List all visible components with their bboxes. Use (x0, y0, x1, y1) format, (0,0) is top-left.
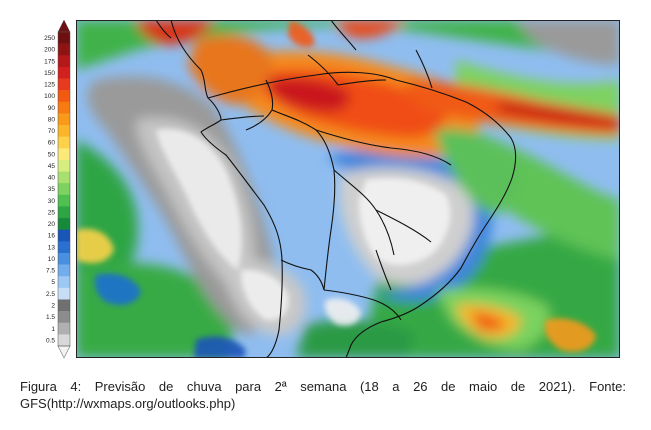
colorbar-tick-label: 10 (48, 256, 56, 263)
colorbar-top-arrow (57, 19, 71, 33)
colorbar-cell (58, 90, 70, 103)
colorbar-cell (58, 241, 70, 254)
colorbar-cell (58, 218, 70, 231)
colorbar-tick-label: 1 (51, 326, 55, 333)
colorbar-tick-label: 2 (51, 302, 55, 309)
colorbar-tick-label: 100 (44, 93, 55, 100)
colorbar-cell (58, 125, 70, 137)
colorbar-bottom-arrow (57, 345, 71, 359)
colorbar-cell (58, 55, 70, 68)
colorbar-tick-label: 70 (48, 128, 56, 135)
colorbar-cell (58, 101, 70, 114)
colorbar-tick-label: 35 (48, 186, 56, 193)
colorbar-cell (58, 334, 70, 347)
colorbar-tick-label: 25 (48, 209, 56, 216)
colorbar-cell (58, 136, 70, 149)
colorbar-cell (58, 206, 70, 219)
colorbar-tick-label: 2.5 (46, 291, 55, 298)
colorbar-tick-label: 13 (48, 244, 56, 251)
colorbar-tick-label: 30 (48, 198, 56, 205)
precipitation-colorbar: 250 200 175 150 125 100 90 80 70 60 50 45 40 35 30 25 20… (30, 18, 72, 360)
rainfall-forecast-map (76, 20, 620, 358)
colorbar-cell (58, 66, 70, 79)
map-svg (76, 20, 620, 358)
colorbar-tick-label: 200 (44, 47, 55, 54)
colorbar-cell (58, 78, 70, 91)
colorbar-tick-label: 125 (44, 82, 55, 89)
colorbar-tick-label: 50 (48, 151, 56, 158)
colorbar-tick-label: 150 (44, 70, 55, 77)
colorbar-svg: 2502001751501251009080706050454035302520… (44, 19, 71, 359)
colorbar-tick-label: 0.5 (46, 337, 55, 344)
colorbar-cell (58, 252, 70, 265)
colorbar-tick-label: 7.5 (46, 268, 55, 275)
colorbar-cell (58, 299, 70, 312)
colorbar-cell (58, 148, 70, 161)
colorbar-cell (58, 264, 70, 277)
colorbar-cell (58, 229, 70, 242)
colorbar-cell (58, 113, 70, 126)
colorbar-cell (58, 322, 70, 335)
precip-field-detail (76, 20, 596, 358)
figure-caption: Figura 4: Previsão de chuva para 2ª sema… (20, 379, 626, 411)
colorbar-cell (58, 43, 70, 56)
colorbar-cell (58, 32, 70, 44)
colorbar-tick-label: 40 (48, 175, 56, 182)
colorbar-tick-label: 45 (48, 163, 56, 170)
colorbar-tick-label: 1.5 (46, 314, 55, 321)
colorbar-cell (58, 311, 70, 324)
colorbar-cell (58, 159, 70, 172)
colorbar-tick-label: 20 (48, 221, 56, 228)
colorbar-cell (58, 287, 70, 300)
map-frame (76, 20, 620, 358)
colorbar-cell (58, 276, 70, 289)
colorbar-tick-label: 5 (51, 279, 55, 286)
colorbar-tick-label: 250 (44, 35, 55, 42)
colorbar-cell (58, 194, 70, 207)
colorbar-cell (58, 171, 70, 184)
colorbar-tick-label: 90 (48, 105, 56, 112)
colorbar-tick-label: 80 (48, 116, 56, 123)
colorbar-tick-label: 60 (48, 140, 56, 147)
colorbar-tick-label: 175 (44, 58, 55, 65)
colorbar-cell (58, 183, 70, 196)
coastline-borders (155, 20, 517, 358)
colorbar-frame (57, 31, 71, 347)
colorbar-tick-label: 16 (48, 233, 56, 240)
